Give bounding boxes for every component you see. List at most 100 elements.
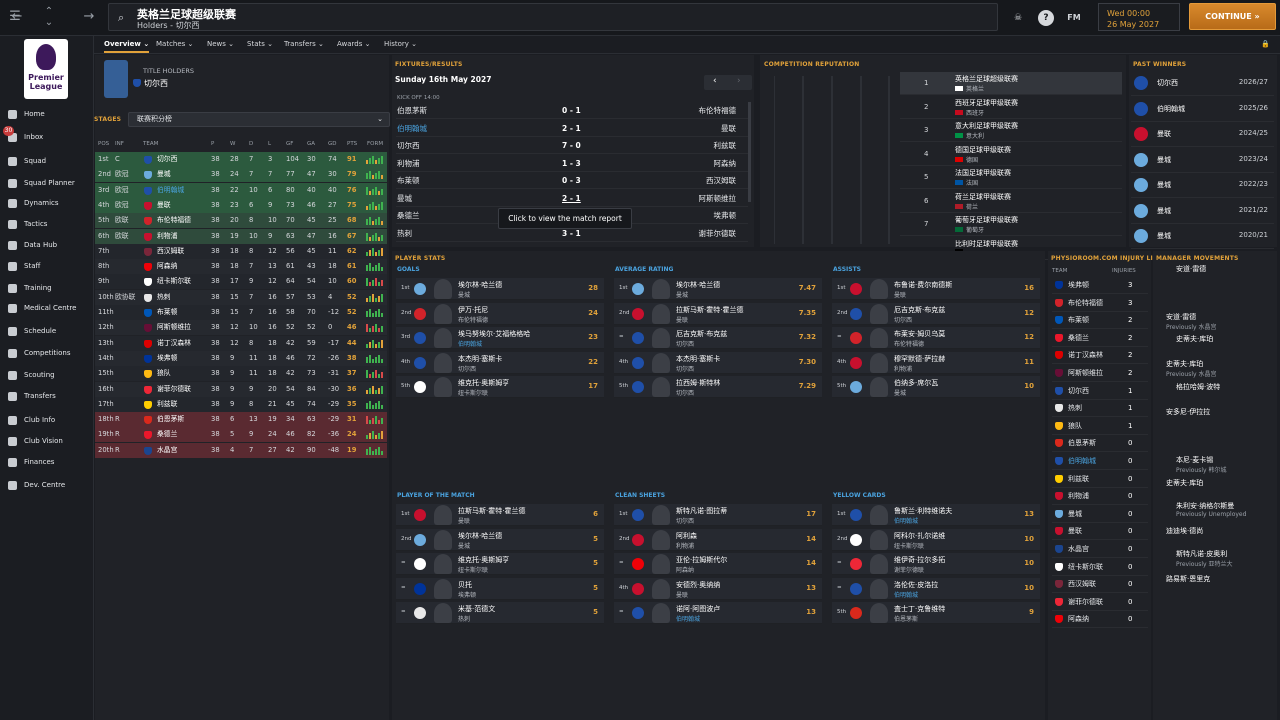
past-winner-row[interactable]: 曼城 2020/21: [1131, 224, 1274, 249]
team-name[interactable]: 热刺: [157, 292, 171, 301]
manager-movement[interactable]: 斯特凡诺·皮奥利 Previously 亚特兰大: [1156, 549, 1274, 568]
league-name[interactable]: 德国足球甲级联赛: [955, 145, 1011, 154]
table-row[interactable]: 17th 利兹联 38 9 8 21 45 74 -29 35: [95, 396, 387, 412]
sidebar-item-9[interactable]: Medical Centre: [0, 301, 94, 317]
player-club[interactable]: 切尔西: [458, 365, 477, 373]
table-row[interactable]: 19th R 桑德兰 38 5 9 24 46 82 -36 24: [95, 427, 387, 443]
team-name[interactable]: 桑德兰: [157, 430, 178, 439]
injury-row[interactable]: 阿斯顿维拉 2: [1052, 364, 1148, 382]
manager-name[interactable]: 路易斯·恩里克: [1166, 575, 1211, 583]
sidebar-item-13[interactable]: Transfers: [0, 389, 94, 405]
player-club[interactable]: 切尔西: [676, 518, 695, 525]
stat-row[interactable]: = 洛伦佐·皮洛拉 伯明翰城 10: [832, 577, 1040, 600]
player-name[interactable]: 穆罕默德·萨拉赫: [894, 354, 946, 363]
stat-row[interactable]: = 布莱安·姆贝乌莫 布伦特福德 12: [832, 327, 1040, 349]
home-team[interactable]: 切尔西: [397, 141, 420, 150]
player-stats-label[interactable]: PLAYER STATS: [395, 255, 446, 262]
stat-row[interactable]: = 贝托 埃弗顿 5: [396, 577, 604, 600]
table-row[interactable]: 10th 欧协联 热刺 38 15 7 16 57 53 4 52: [95, 289, 387, 305]
player-club[interactable]: 伯明翰城: [894, 591, 919, 599]
player-name[interactable]: 布莱安·姆贝乌莫: [894, 330, 946, 338]
player-club[interactable]: 伯明翰城: [458, 341, 483, 348]
manager-movement[interactable]: 迪迪埃·德尚: [1156, 526, 1274, 544]
stat-row[interactable]: 5th 査士丁·克鲁维特 伯恩茅斯 9: [832, 602, 1040, 624]
stat-block-title[interactable]: YELLOW CARDS: [833, 492, 886, 499]
fixture-row[interactable]: 热刺 3 - 1 谢菲尔德联: [396, 226, 748, 242]
injury-row[interactable]: 西汉姆联 0: [1052, 575, 1148, 594]
tab-6[interactable]: History ⌄: [384, 40, 417, 48]
injury-team[interactable]: 纽卡斯尔联: [1068, 562, 1103, 571]
stat-row[interactable]: 5th 维克托·奥斯姆亨 纽卡斯尔联 17: [396, 376, 604, 398]
col-header[interactable]: PTS: [347, 141, 358, 147]
reputation-row[interactable]: 1 英格兰足球超级联赛 英格兰: [900, 72, 1122, 95]
winner-team[interactable]: 曼联: [1157, 130, 1171, 138]
injury-team[interactable]: 曼联: [1068, 527, 1082, 536]
past-winner-row[interactable]: 切尔西 2026/27: [1131, 71, 1274, 96]
player-club[interactable]: 布伦特福德: [894, 341, 925, 348]
team-name[interactable]: 阿斯顿维拉: [157, 323, 191, 332]
injury-row[interactable]: 诺丁汉森林 2: [1052, 346, 1148, 365]
player-club[interactable]: 曼联: [894, 292, 907, 299]
col-header[interactable]: INF: [115, 141, 124, 147]
player-name[interactable]: 本杰明·塞斯卡: [458, 354, 503, 363]
past-winner-row[interactable]: 伯明翰城 2025/26: [1131, 97, 1274, 122]
team-name[interactable]: 西汉姆联: [157, 246, 185, 255]
player-name[interactable]: 伯纳多·席尔瓦: [894, 379, 939, 387]
injury-team[interactable]: 桑德兰: [1068, 333, 1089, 342]
team-name[interactable]: 狼队: [157, 369, 171, 378]
manager-movement[interactable]: 安道·雷德 Previously 水晶宫: [1156, 312, 1274, 331]
injury-team[interactable]: 埃弗顿: [1068, 281, 1089, 289]
player-name[interactable]: 维克托·奥斯姆亨: [458, 379, 510, 387]
stat-block-title[interactable]: CLEAN SHEETS: [615, 492, 666, 499]
player-club[interactable]: 布伦特福德: [458, 316, 489, 324]
player-club[interactable]: 伯明翰城: [676, 616, 701, 623]
team-name[interactable]: 伯明翰城: [157, 185, 185, 194]
table-row[interactable]: 5th 欧联 布伦特福德 38 20 8 10 70 45 25 68: [95, 213, 387, 229]
stat-row[interactable]: 1st 埃尔林·哈兰德 曼城 7.47: [614, 278, 822, 300]
continue-button[interactable]: CONTINUE »: [1189, 3, 1276, 30]
stat-block-title[interactable]: AVERAGE RATING: [615, 266, 674, 273]
past-winner-row[interactable]: 曼城 2023/24: [1131, 148, 1274, 173]
injury-label[interactable]: PHYSIOROOM.COM INJURY LI: [1051, 255, 1153, 262]
injury-team[interactable]: 阿斯顿维拉: [1068, 369, 1103, 377]
team-name[interactable]: 利物浦: [157, 231, 178, 240]
league-name[interactable]: 荷兰足球甲级联赛: [955, 192, 1011, 201]
back-arrow-icon[interactable]: ←: [11, 9, 23, 24]
injury-row[interactable]: 阿森纳 0: [1052, 610, 1148, 629]
player-club[interactable]: 曼联: [676, 316, 689, 324]
col-header[interactable]: GD: [328, 141, 337, 147]
team-name[interactable]: 诺丁汉森林: [157, 338, 191, 347]
team-name[interactable]: 曼城: [157, 170, 171, 179]
team-name[interactable]: 切尔西: [157, 155, 178, 163]
tab-4[interactable]: Transfers ⌄: [284, 40, 324, 48]
manager-name[interactable]: 史蒂夫·库珀: [1166, 360, 1204, 368]
stat-row[interactable]: 1st 拉斯马斯·霍特·霍兰德 曼联 6: [396, 504, 604, 526]
team-name[interactable]: 阿森纳: [157, 262, 178, 271]
sidebar-item-5[interactable]: Tactics: [0, 217, 94, 233]
league-name[interactable]: 比利时足球甲级联赛: [955, 239, 1018, 248]
table-row[interactable]: 1st C 切尔西 38 28 7 3 104 30 74 91: [95, 152, 387, 167]
away-team[interactable]: 阿森纳: [713, 158, 737, 168]
injury-team[interactable]: 利物浦: [1068, 492, 1089, 501]
injury-row[interactable]: 伯明翰城 0: [1052, 452, 1148, 470]
stat-row[interactable]: 1st 斯特凡诺·图拉蒂 切尔西 17: [614, 504, 822, 526]
away-team[interactable]: 埃弗顿: [713, 211, 737, 220]
manager-movement[interactable]: 本尼·麦卡锡 Previously 韩尔城: [1156, 455, 1274, 474]
player-club[interactable]: 伯恩茅斯: [894, 616, 919, 623]
stat-block-title[interactable]: ASSISTS: [833, 266, 861, 273]
stat-row[interactable]: 1st 布鲁诺·费尔南德斯 曼联 16: [832, 278, 1040, 300]
injury-row[interactable]: 布伦特福德 3: [1052, 294, 1148, 312]
team-name[interactable]: 埃弗顿: [157, 353, 178, 362]
stat-row[interactable]: 3rd 埃马努埃尔·艾福格格哈 伯明翰城 23: [396, 327, 604, 349]
stat-row[interactable]: = 亚伦·拉姆斯代尔 阿森纳 14: [614, 553, 822, 575]
team-name[interactable]: 曼联: [157, 200, 171, 209]
player-name[interactable]: 斯特凡诺·图拉蒂: [676, 507, 728, 515]
col-header[interactable]: W: [230, 141, 236, 147]
fixture-row[interactable]: 布莱顿 0 - 3 西汉姆联: [396, 173, 748, 189]
chevron-up-icon[interactable]: ⌃: [44, 6, 54, 17]
away-team[interactable]: 阿斯顿维拉: [698, 193, 737, 203]
player-name[interactable]: 査士丁·克鲁维特: [894, 605, 946, 613]
away-team[interactable]: 利兹联: [713, 141, 737, 150]
manager-movement[interactable]: 朱利安·纳格尔斯曼 Previously Unemployed: [1156, 501, 1274, 519]
next-icon[interactable]: ›: [737, 76, 741, 86]
